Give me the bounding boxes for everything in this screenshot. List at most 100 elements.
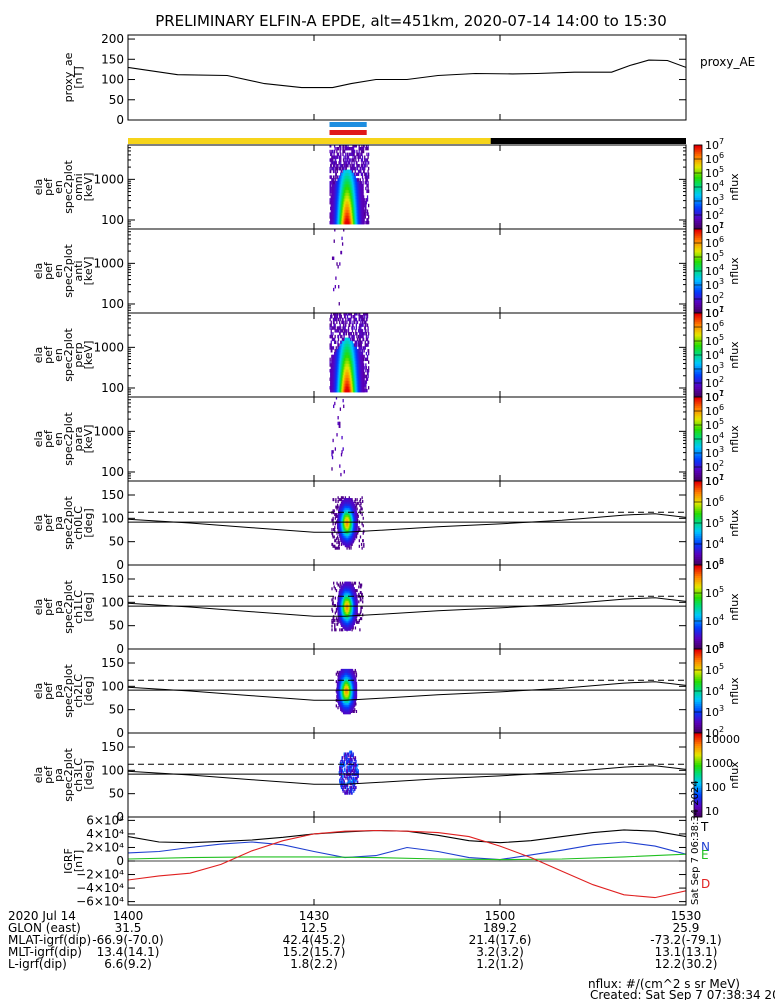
y-axis-label-line: en — [52, 180, 65, 194]
colorbar-exponent: 4 — [719, 536, 724, 545]
colorbar-step — [694, 766, 702, 770]
colorbar-step — [694, 457, 702, 461]
footer-row-value: -73.2(-79.1) — [650, 933, 721, 947]
y-tick-label: 100 — [101, 595, 124, 609]
colorbar-step — [694, 657, 702, 660]
y-axis-label-line: pef — [42, 513, 55, 532]
colorbar-step — [694, 193, 702, 196]
colorbar-step — [694, 751, 702, 755]
colorbar-step — [694, 741, 702, 744]
colorbar-step — [694, 376, 702, 379]
y-tick-label: 150 — [101, 572, 124, 586]
colorbar-step — [694, 422, 702, 425]
footer-row-value: 3.2(3.2) — [476, 945, 524, 959]
y-tick-label: 0 — [116, 854, 124, 868]
colorbar-step — [694, 714, 702, 717]
colorbar-step — [694, 439, 702, 442]
colorbar-exponent: 6 — [719, 319, 724, 328]
colorbar-step — [694, 550, 702, 553]
y-axis-label-line: spec2plot — [62, 244, 75, 298]
y-axis-label-line: spec2plot — [62, 412, 75, 466]
y-axis-label-line: [nT] — [72, 66, 85, 88]
colorbar-step — [694, 533, 702, 536]
y-axis-label-line: pef — [42, 681, 55, 700]
colorbar-exponent: 5 — [719, 249, 724, 258]
colorbar-step — [694, 331, 702, 335]
colorbar-step — [694, 342, 702, 345]
y-axis-label-line: spec2plot — [62, 496, 75, 550]
colorbar-tick-label: 106 — [705, 641, 724, 656]
y-axis-label-line: spec2plot — [62, 748, 75, 802]
colorbar-step — [694, 602, 702, 606]
colorbar-step — [694, 571, 702, 574]
colorbar-exponent: 7 — [719, 137, 724, 146]
colorbar-step — [694, 510, 702, 513]
colorbar-step — [694, 287, 702, 291]
colorbar-step — [694, 308, 702, 312]
colorbar-step — [694, 424, 702, 427]
colorbar-step — [694, 166, 702, 169]
colorbar-step — [694, 218, 702, 221]
colorbar-step — [694, 625, 702, 629]
colorbar-step — [694, 567, 702, 570]
colorbar-step — [694, 210, 702, 213]
colorbar-step — [694, 348, 702, 352]
colorbar-step — [694, 415, 702, 419]
colorbar-step — [694, 430, 702, 434]
colorbar-step — [694, 783, 702, 786]
colorbar-step — [694, 365, 702, 368]
colorbar-tick-label: 102 — [705, 459, 724, 474]
side-date-stamp: Sat Sep 7 06:38:34 2024 — [690, 780, 701, 905]
colorbar-step — [694, 495, 702, 499]
footer-row-value: 1.8(2.2) — [290, 957, 338, 971]
colorbar-step — [694, 382, 702, 385]
colorbar-exponent: 5 — [719, 585, 724, 594]
panel-3-frame — [127, 312, 687, 398]
y-tick-label: 200 — [101, 32, 124, 46]
y-tick-label: 150 — [101, 52, 124, 66]
colorbar-tick-label: 10000 — [705, 733, 740, 746]
colorbar-step — [694, 426, 702, 429]
colorbar-step — [694, 247, 702, 251]
colorbar-step — [694, 678, 702, 681]
colorbar-step — [694, 279, 702, 282]
colorbar-step — [694, 691, 702, 694]
y-axis-label-line: ela — [32, 683, 45, 700]
colorbar-exponent: 1 — [719, 389, 724, 398]
colorbar-step — [694, 434, 702, 438]
colorbar-step — [694, 243, 702, 247]
colorbar-step — [694, 386, 702, 389]
colorbar-step — [694, 810, 702, 814]
colorbar-step — [694, 260, 702, 263]
y-axis-label-line: proxy_ae — [62, 52, 75, 102]
y-axis-label-line: [deg] — [82, 676, 95, 705]
y-tick-label: 0 — [116, 726, 124, 740]
colorbar-step — [694, 478, 702, 482]
panel-0: 0 50 100 150 200 proxy_ae[nT] proxy_AE — [62, 32, 755, 127]
colorbar-step — [694, 344, 702, 347]
panel-1-frame — [127, 144, 687, 230]
colorbar-exponent: 4 — [719, 431, 724, 440]
colorbar-step — [694, 178, 702, 182]
colorbar-step — [694, 621, 702, 625]
colorbar-step — [694, 216, 702, 219]
colorbar-tick-label: 107 — [705, 221, 724, 236]
footer-row-value: 1530 — [671, 909, 702, 923]
colorbar-step — [694, 289, 702, 293]
colorbar-tick-label: 104 — [705, 347, 724, 362]
y-axis-label-line: en — [52, 432, 65, 446]
colorbar-step — [694, 310, 702, 314]
colorbar-tick-label: 105 — [705, 515, 724, 530]
colorbar-exponent: 2 — [719, 375, 724, 384]
colorbar-exponent: 2 — [719, 207, 724, 216]
colorbar-tick-label: 104 — [705, 536, 724, 551]
footer-row-label: GLON (east) — [8, 921, 81, 935]
colorbar-step — [694, 220, 702, 224]
y-axis-label-line: [keV] — [82, 257, 95, 286]
colorbar-step — [694, 674, 702, 677]
colorbar-exponent: 5 — [719, 515, 724, 524]
colorbar-step — [694, 401, 702, 404]
colorbar-exponent: 6 — [719, 641, 724, 650]
footer-row-value: 12.2(30.2) — [655, 957, 718, 971]
colorbar-step — [694, 630, 702, 633]
